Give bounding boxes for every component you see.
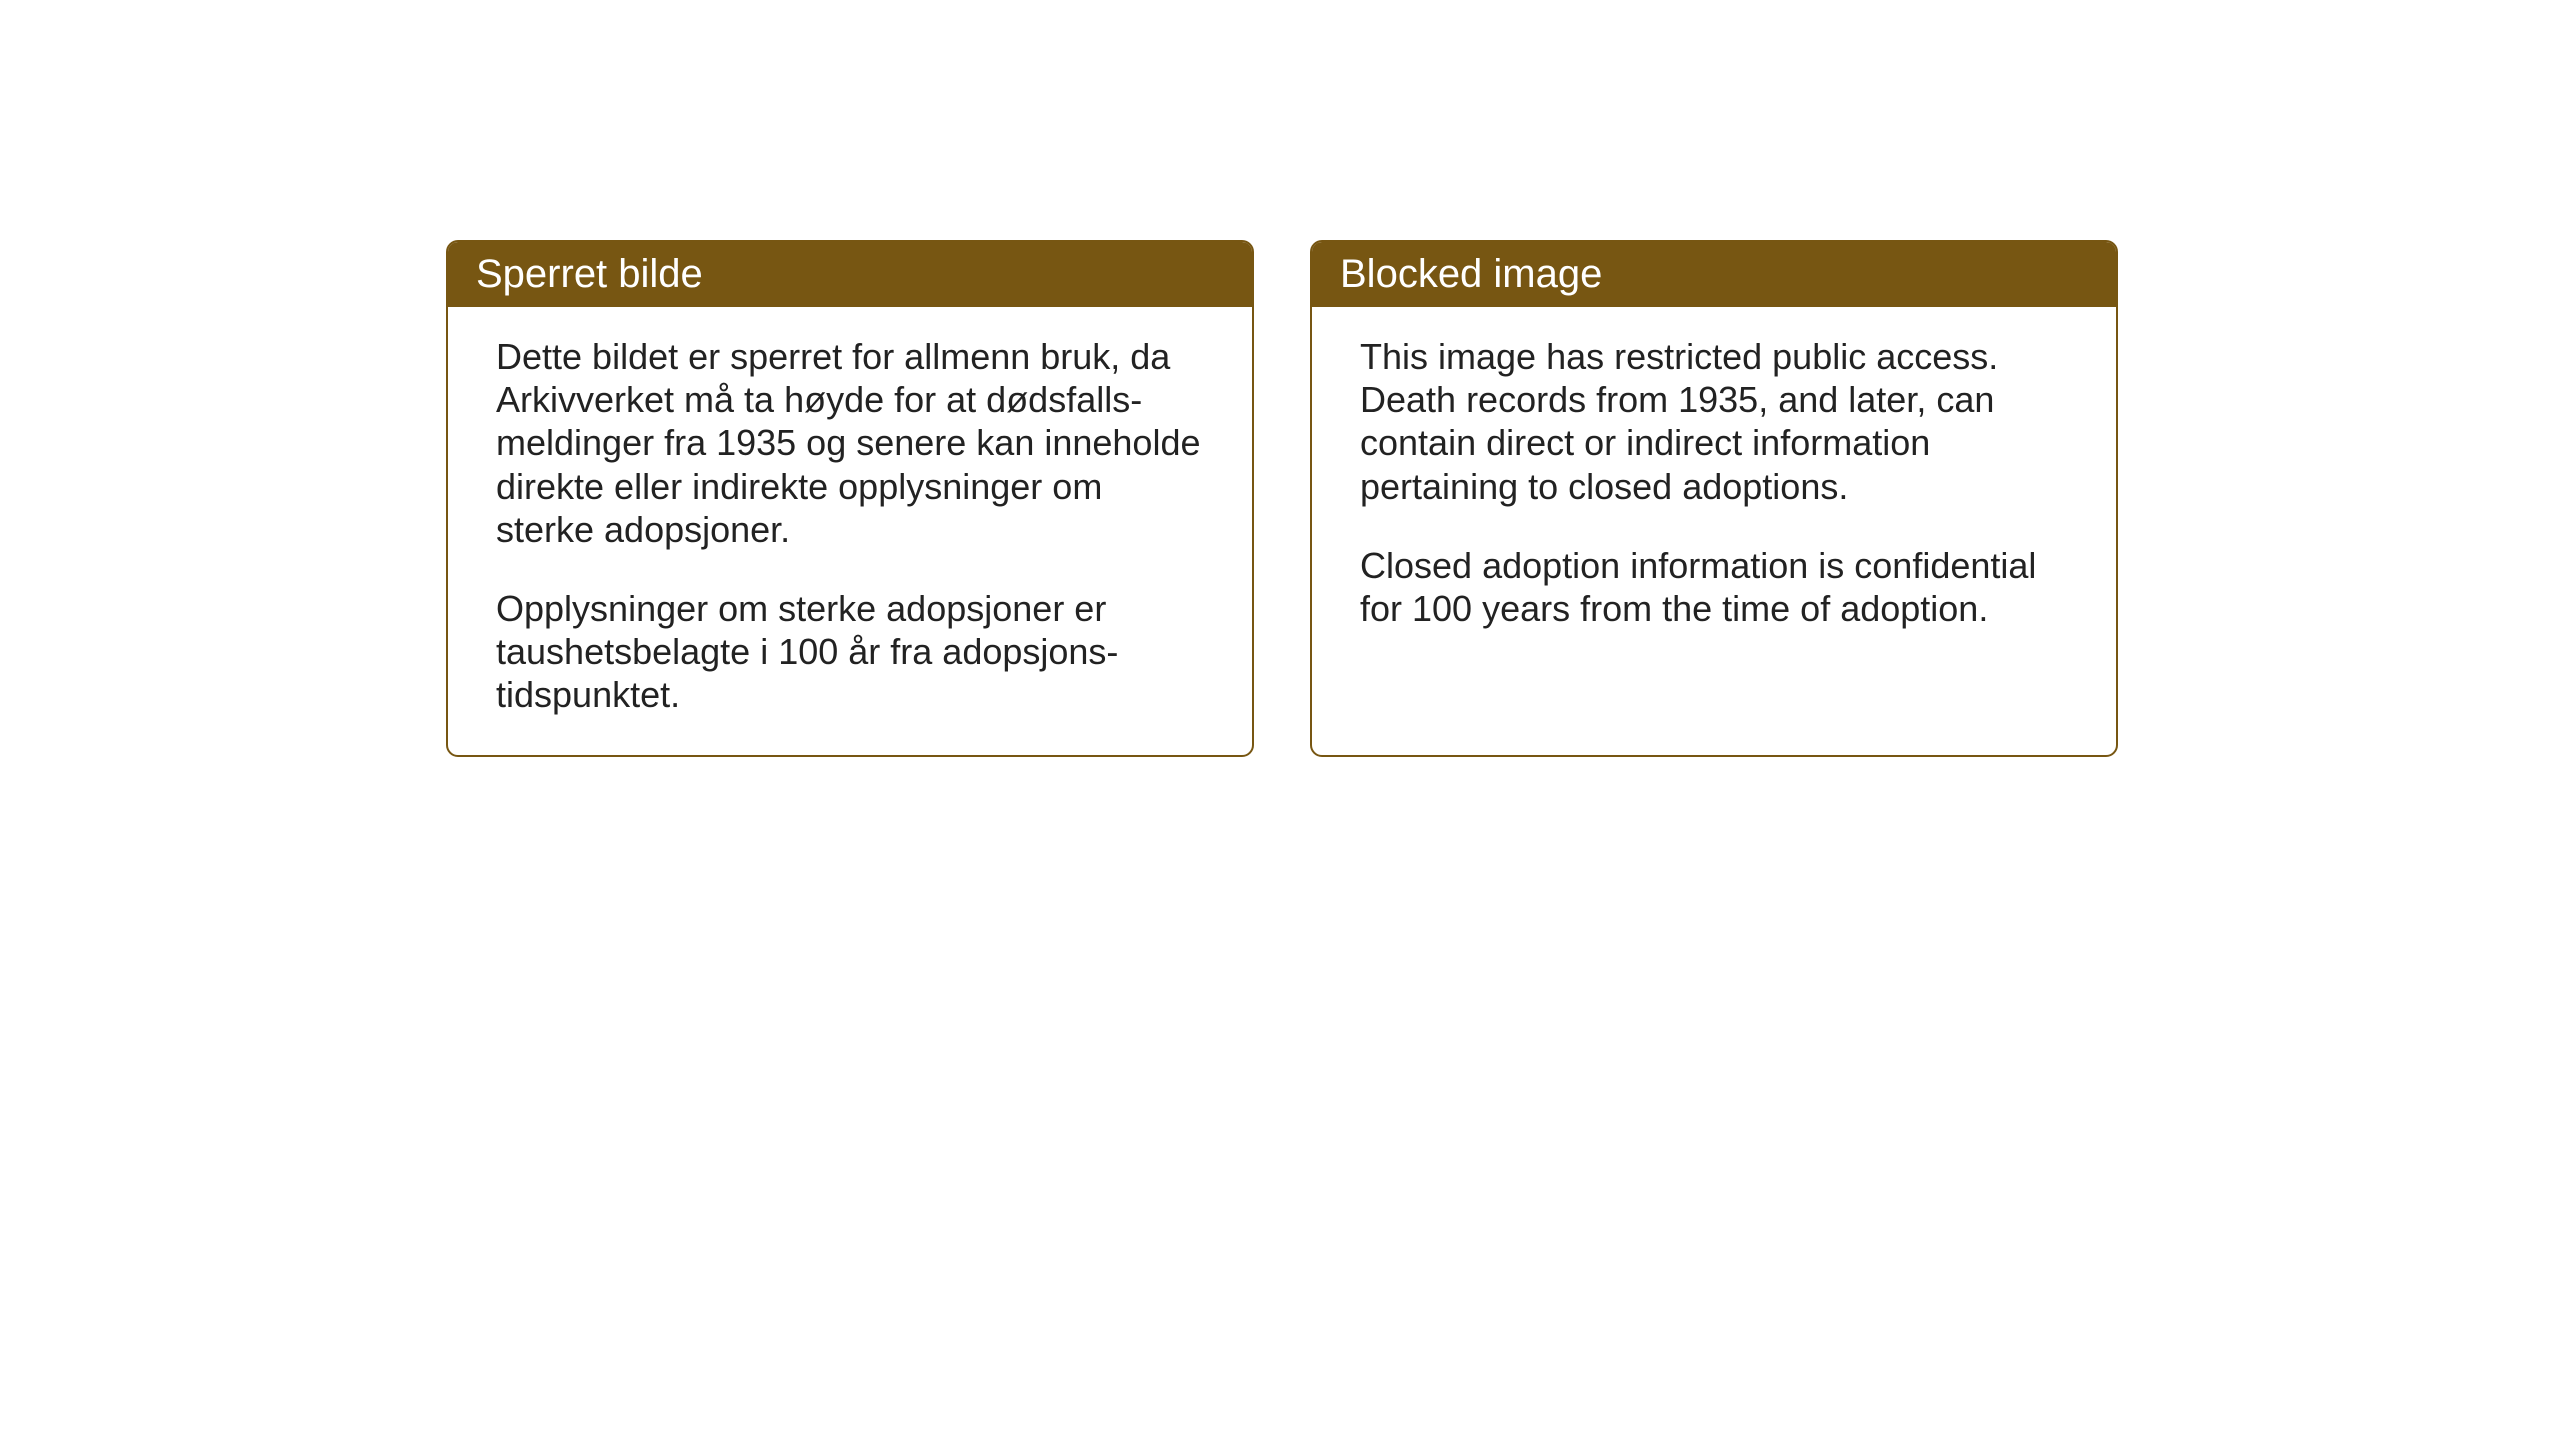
norwegian-notice-body: Dette bildet er sperret for allmenn bruk… — [448, 307, 1252, 755]
english-paragraph-1: This image has restricted public access.… — [1360, 335, 2068, 508]
notice-container: Sperret bilde Dette bildet er sperret fo… — [446, 240, 2118, 757]
english-notice-card: Blocked image This image has restricted … — [1310, 240, 2118, 757]
norwegian-notice-card: Sperret bilde Dette bildet er sperret fo… — [446, 240, 1254, 757]
english-notice-body: This image has restricted public access.… — [1312, 307, 2116, 755]
english-notice-title: Blocked image — [1340, 252, 1602, 296]
norwegian-paragraph-1: Dette bildet er sperret for allmenn bruk… — [496, 335, 1204, 551]
english-paragraph-2: Closed adoption information is confident… — [1360, 544, 2068, 630]
norwegian-notice-header: Sperret bilde — [448, 242, 1252, 307]
norwegian-notice-title: Sperret bilde — [476, 252, 703, 296]
english-notice-header: Blocked image — [1312, 242, 2116, 307]
norwegian-paragraph-2: Opplysninger om sterke adopsjoner er tau… — [496, 587, 1204, 717]
